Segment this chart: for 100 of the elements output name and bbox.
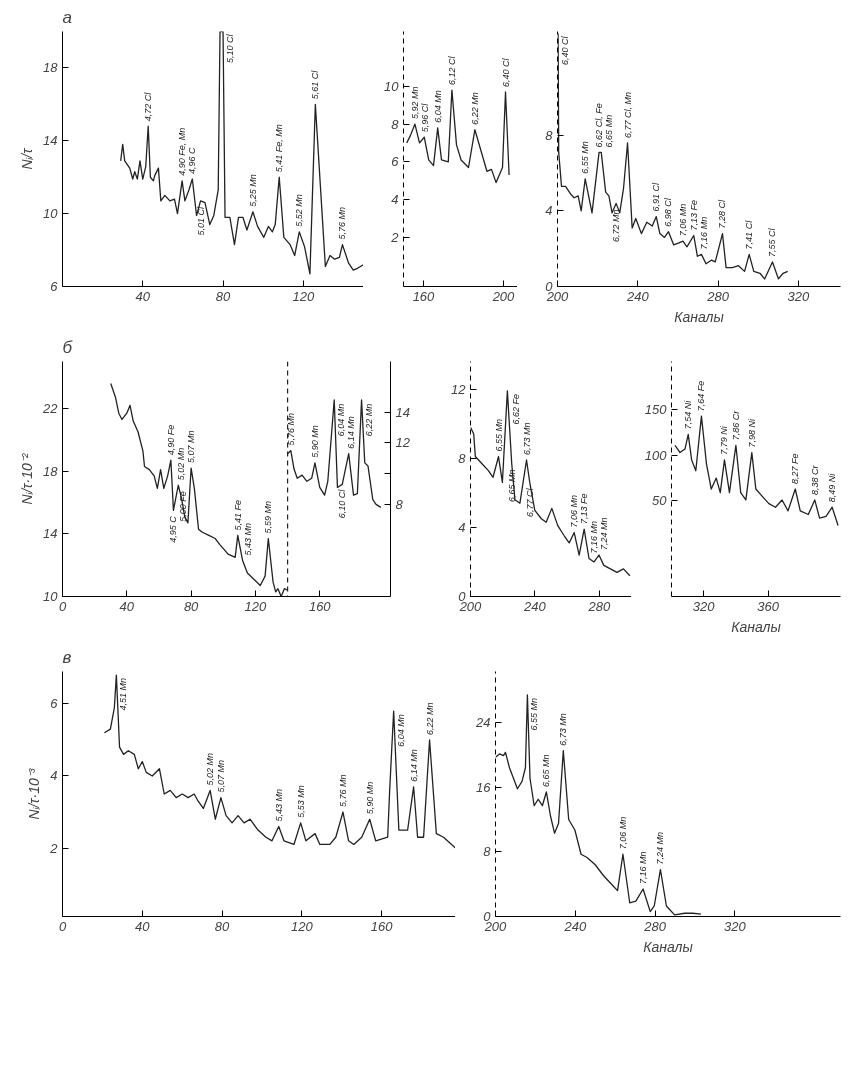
x-tick-label: 160 [412, 288, 436, 304]
chart-title: в [62, 647, 72, 667]
line-series [120, 31, 363, 275]
annotation: 8,49 Ni [827, 472, 838, 503]
annotation: 5,43 Mn [242, 522, 253, 556]
x-tick-label: 80 [215, 288, 232, 304]
y-tick-label: 2 [49, 840, 59, 856]
annotation: 5,61 Cl [310, 69, 321, 100]
x-tick-label: 320 [787, 288, 810, 304]
annotation: 6,40 Cl [500, 57, 511, 87]
line-series [557, 32, 789, 280]
annotation: 5,76 Mn [337, 207, 348, 240]
annotation: 7,79 Ni [719, 425, 730, 455]
annotation: 6,55 Mn [580, 141, 591, 174]
y-tick-label: 18 [43, 463, 59, 479]
annotation: 5,25 Mn [247, 174, 258, 207]
annotation: 6,04 Mn [432, 90, 443, 123]
annotation: 5,10 Cl [225, 33, 236, 64]
annotation: 5,02 Mn [205, 752, 216, 786]
annotation: 6,14 Mn [346, 416, 357, 449]
annotation: 6,55 Mn [529, 697, 540, 731]
y-tick-label: 150 [644, 402, 668, 418]
y-tick-label: 18 [43, 60, 59, 76]
y-tick-label: 14 [43, 526, 58, 542]
y-tick-label: 10 [43, 206, 59, 222]
y-tick-label: 8 [545, 127, 554, 143]
y-tick-label: 100 [644, 447, 668, 463]
y-tick-label: 12 [451, 381, 467, 397]
annotation: 7,06 Mn [617, 816, 628, 850]
annotation: 5,41 Fe [232, 499, 243, 531]
annotation: 6,22 Mn [469, 92, 480, 125]
annotation: 5,90 Mn [364, 781, 375, 815]
x-tick-label: 160 [308, 598, 332, 614]
annotation: 6,62 Cl, Fe [594, 103, 605, 148]
x-tick-label: 240 [523, 598, 547, 614]
annotation: 5,52 Mn [294, 194, 305, 227]
annotation: 6,04 Mn [395, 714, 406, 747]
y-tick-label: 2 [390, 229, 400, 245]
y-tick-label: 10 [384, 78, 400, 94]
y-axis-title: Nᵢ/τ·10⁻³ [26, 768, 43, 820]
x-tick-label: 320 [692, 598, 716, 614]
y-tick-label: 4 [458, 519, 466, 535]
annotation: 5,90 Mn [309, 425, 320, 458]
line-series [406, 89, 510, 184]
annotation: 7,98 Ni [746, 418, 757, 448]
y-tick-label: 8 [483, 844, 492, 860]
annotation: 7,54 Ni [683, 399, 694, 430]
annotation: 8,27 Fe [790, 453, 801, 485]
x-tick-label: 40 [135, 918, 151, 934]
annotation: 4,51 Mn [118, 678, 129, 711]
annotation: 6,72 Mn [611, 209, 622, 242]
annotation: 5,01 Cl [195, 205, 206, 236]
annotation: 5,59 Mn [263, 501, 274, 534]
annotation: 7,06 Mn [569, 495, 580, 528]
annotation: 6,10 Cl [337, 488, 348, 519]
annotation: 7,13 Fe [579, 493, 590, 525]
y-tick-label: 16 [476, 779, 492, 795]
annotation: 4,90 Fe, Mn [177, 127, 188, 176]
annotation: 4,96 C [187, 147, 198, 175]
x-tick-label: 80 [214, 918, 231, 934]
x-axis-title: Каналы [731, 618, 782, 635]
x-axis-title: Каналы [643, 938, 694, 955]
y-axis-title: Nᵢ/τ [19, 147, 36, 170]
annotation: 7,24 Mn [655, 832, 666, 865]
y-tick-label: 4 [391, 192, 399, 208]
y-tick-label: 4 [50, 768, 58, 784]
annotation: 6,14 Mn [408, 749, 419, 782]
annotation: 6,55 Mn [493, 419, 504, 452]
annotation: 5,76 Mn [285, 413, 296, 446]
annotation: 7,16 Mn [589, 520, 600, 554]
annotation: 6,62 Fe [510, 393, 521, 425]
annotation: 4,95 C [168, 515, 179, 543]
line-series [103, 674, 455, 849]
y-tick-label: 8 [391, 116, 400, 132]
y-tick-label: 6 [50, 696, 59, 712]
annotation: 4,72 Cl [143, 91, 154, 122]
y-tick-label: 10 [43, 589, 59, 604]
annotation: 5,02 Mn [176, 447, 187, 481]
annotation: 7,24 Mn [599, 517, 610, 551]
annotation: 7,41 Cl [744, 219, 755, 250]
chart-title: а [62, 7, 72, 27]
y-tick-label: 6 [50, 279, 59, 294]
annotation: 4,90 Fe [165, 424, 176, 456]
x-axis-title: Каналы [674, 308, 725, 325]
y-tick-label: 14 [43, 133, 58, 149]
annotation: 6,12 Cl [446, 55, 457, 86]
annotation: 8,38 Cr [809, 464, 820, 495]
x-tick-label: 120 [292, 288, 315, 304]
annotation: 6,77 Cl, Mn [622, 91, 633, 138]
x-tick-label: 360 [757, 598, 780, 614]
x-tick-label: 160 [370, 918, 394, 934]
annotation: 7,28 Cl [717, 199, 728, 229]
annotation: 6,22 Mn [424, 702, 435, 735]
annotation: 6,22 Mn [363, 403, 374, 437]
annotation: 6,40 Cl [560, 35, 571, 65]
annotation: 5,76 Mn [337, 774, 348, 808]
y-axis-title: Nᵢ/τ·10⁻² [19, 452, 36, 505]
y-tick-label: 4 [545, 203, 553, 219]
annotation: 7,86 Cr [730, 409, 741, 441]
x-tick-label: 40 [135, 288, 151, 304]
